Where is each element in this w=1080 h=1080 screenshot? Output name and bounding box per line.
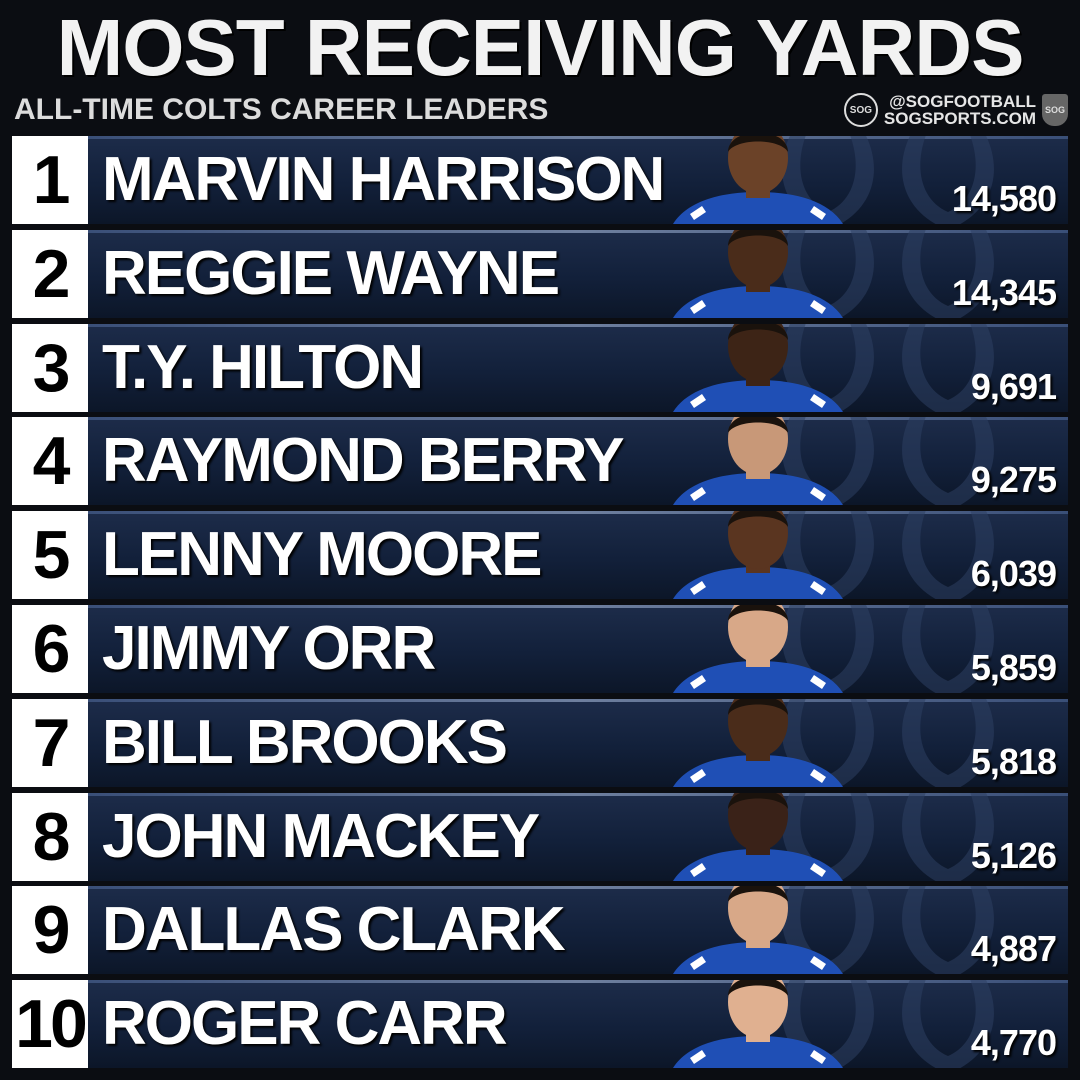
player-name: ROGER CARR xyxy=(102,989,508,1059)
row-bar: REGGIE WAYNE 14,345 xyxy=(88,229,1068,318)
row-bar: DALLAS CLARK 4,887 xyxy=(88,886,1068,975)
player-photo xyxy=(673,323,843,412)
brand-block: SOG @SOGFOOTBALL SOGSPORTS.COM SOG xyxy=(843,90,1068,130)
horseshoe-logo-icon xyxy=(902,698,994,787)
page-title: MOST RECEIVING YARDS xyxy=(56,3,1025,92)
row-bar: ROGER CARR 4,770 xyxy=(88,980,1068,1069)
rank-number: 1 xyxy=(12,136,88,224)
player-photo xyxy=(673,698,843,787)
rank-number: 5 xyxy=(12,511,88,600)
horseshoe-logo-icon xyxy=(902,792,994,881)
row-bar: JOHN MACKEY 5,126 xyxy=(88,792,1068,881)
row-bar: RAYMOND BERRY 9,275 xyxy=(88,417,1068,506)
player-photo xyxy=(673,604,843,693)
rank-number: 10 xyxy=(12,980,88,1069)
table-row: 8 JOHN MACKEY 5,126 xyxy=(12,792,1068,881)
table-row: 10 ROGER CARR 4,770 xyxy=(12,980,1068,1069)
horseshoe-logo-icon xyxy=(902,511,994,600)
player-photo xyxy=(673,417,843,506)
player-name: MARVIN HARRISON xyxy=(102,145,665,214)
brand-handle: @SOGFOOTBALL xyxy=(889,92,1036,111)
yards-value: 5,818 xyxy=(970,740,1057,782)
page-subtitle: ALL-TIME COLTS CAREER LEADERS xyxy=(14,93,549,126)
row-bar: MARVIN HARRISON 14,580 xyxy=(88,136,1068,224)
rank-number: 3 xyxy=(12,323,88,412)
player-name: JIMMY ORR xyxy=(102,613,436,683)
player-name: BILL BROOKS xyxy=(102,707,508,777)
yards-value: 9,275 xyxy=(970,459,1057,501)
leaderboard: 1 MARVIN HARRISON 14,580 2 REGGIE WAYNE 14,34… xyxy=(12,136,1068,1074)
player-photo xyxy=(673,511,843,600)
row-bar: T.Y. HILTON 9,691 xyxy=(88,323,1068,412)
yards-value: 6,039 xyxy=(970,553,1057,595)
player-name: DALLAS CLARK xyxy=(102,895,566,965)
player-name: T.Y. HILTON xyxy=(102,332,424,402)
player-name: LENNY MOORE xyxy=(102,520,542,590)
player-name: JOHN MACKEY xyxy=(102,801,540,871)
rank-number: 4 xyxy=(12,417,88,506)
horseshoe-logo-icon xyxy=(902,229,994,318)
table-row: 6 JIMMY ORR 5,859 xyxy=(12,604,1068,693)
brand-logo: SOG xyxy=(843,93,878,127)
player-photo xyxy=(673,980,843,1069)
rank-number: 8 xyxy=(12,792,88,881)
yards-value: 4,770 xyxy=(970,1022,1057,1064)
yards-value: 14,580 xyxy=(951,178,1057,219)
player-name: REGGIE WAYNE xyxy=(102,238,560,308)
table-row: 1 MARVIN HARRISON 14,580 xyxy=(12,136,1068,224)
brand-site: SOGSPORTS.COM xyxy=(883,109,1036,128)
player-photo xyxy=(673,229,843,318)
horseshoe-logo-icon xyxy=(902,980,994,1069)
player-name: RAYMOND BERRY xyxy=(102,426,625,496)
yards-value: 9,691 xyxy=(970,365,1057,407)
horseshoe-logo-icon xyxy=(902,886,994,975)
shield-logo: SOG xyxy=(1042,94,1068,126)
yards-value: 14,345 xyxy=(951,271,1057,313)
horseshoe-logo-icon xyxy=(902,136,994,224)
yards-value: 4,887 xyxy=(970,928,1057,970)
table-row: 5 LENNY MOORE 6,039 xyxy=(12,511,1068,600)
player-photo xyxy=(673,792,843,881)
row-bar: BILL BROOKS 5,818 xyxy=(88,698,1068,787)
table-row: 9 DALLAS CLARK 4,887 xyxy=(12,886,1068,975)
row-bar: LENNY MOORE 6,039 xyxy=(88,511,1068,600)
rank-number: 2 xyxy=(12,229,88,318)
table-row: 3 T.Y. HILTON 9,691 xyxy=(12,323,1068,412)
table-row: 4 RAYMOND BERRY 9,275 xyxy=(12,417,1068,506)
row-bar: JIMMY ORR 5,859 xyxy=(88,604,1068,693)
player-photo xyxy=(673,136,843,224)
horseshoe-logo-icon xyxy=(902,417,994,506)
rank-number: 7 xyxy=(12,698,88,787)
table-row: 2 REGGIE WAYNE 14,345 xyxy=(12,229,1068,318)
table-row: 7 BILL BROOKS 5,818 xyxy=(12,698,1068,787)
rank-number: 6 xyxy=(12,604,88,693)
brand-text: @SOGFOOTBALL SOGSPORTS.COM xyxy=(884,93,1036,127)
horseshoe-logo-icon xyxy=(902,323,994,412)
yards-value: 5,126 xyxy=(970,834,1057,876)
player-photo xyxy=(673,886,843,975)
yards-value: 5,859 xyxy=(970,646,1057,688)
rank-number: 9 xyxy=(12,886,88,975)
horseshoe-logo-icon xyxy=(902,604,994,693)
